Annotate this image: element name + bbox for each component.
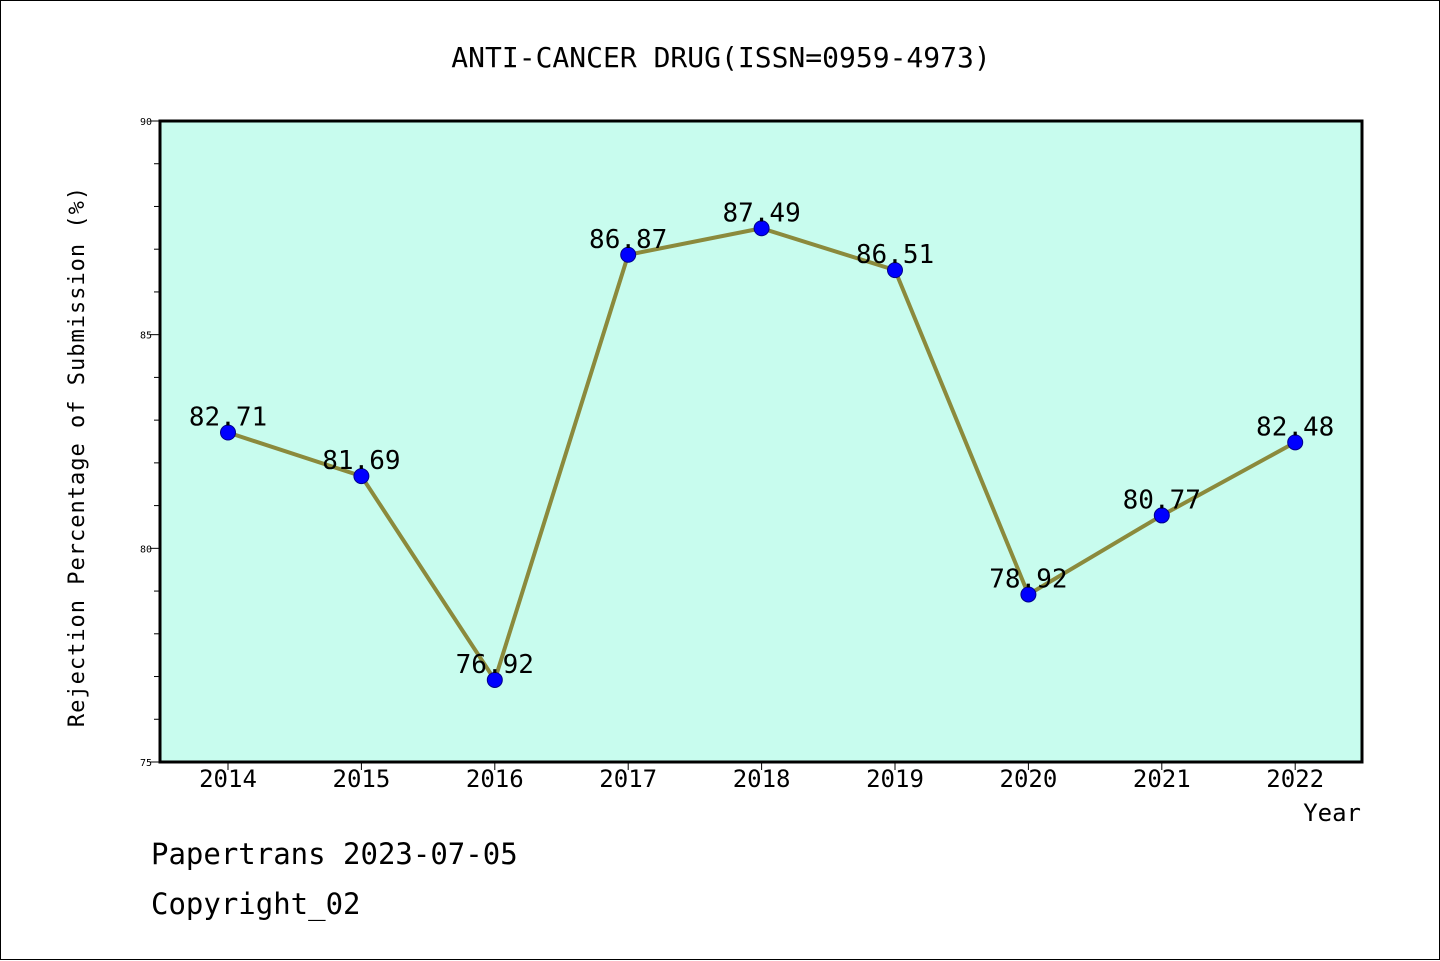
footer-date: Papertrans 2023-07-05 xyxy=(151,837,518,871)
data-label-2019: 86.51 xyxy=(856,240,934,270)
data-label-2017: 86.87 xyxy=(589,225,667,255)
data-label-2018: 87.49 xyxy=(722,198,800,228)
data-point-2020 xyxy=(1020,586,1037,603)
data-point-2021 xyxy=(1153,507,1170,524)
data-point-2019 xyxy=(887,262,903,279)
data-point-2016 xyxy=(486,671,503,688)
x-tick-label: 2020 xyxy=(1000,765,1058,793)
x-tick-label: 2021 xyxy=(1133,765,1191,793)
y-tick-label: 75 xyxy=(140,758,152,769)
x-tick-label: 2017 xyxy=(599,765,657,793)
x-tick-label: 2022 xyxy=(1266,765,1324,793)
x-tick-label: 2016 xyxy=(466,765,524,793)
y-tick-label: 80 xyxy=(140,544,152,555)
data-point-2022 xyxy=(1287,434,1304,451)
data-point-2017 xyxy=(620,246,637,263)
y-tick-label: 85 xyxy=(140,331,152,342)
y-tick-label: 90 xyxy=(140,117,152,128)
x-tick-label: 2018 xyxy=(733,765,791,793)
x-tick-label: 2014 xyxy=(199,765,257,793)
data-point-2014 xyxy=(220,424,236,441)
y-axis-ticks: 75 80 85 90 xyxy=(140,117,160,769)
data-point-2015 xyxy=(353,468,370,485)
x-tick-label: 2019 xyxy=(866,765,924,793)
chart-title: ANTI-CANCER DRUG(ISSN=0959-4973) xyxy=(451,41,990,74)
footer-copyright: Copyright_02 xyxy=(151,887,361,921)
data-label-2016: 76.92 xyxy=(456,650,534,680)
data-label-2014: 82.71 xyxy=(189,403,267,433)
data-label-2021: 80.77 xyxy=(1123,485,1201,515)
data-label-2022: 82.48 xyxy=(1256,412,1334,442)
x-tick-label: 2015 xyxy=(333,765,391,793)
data-point-2018 xyxy=(753,220,770,237)
y-axis-label: Rejection Percentage of Submission (%) xyxy=(65,186,90,727)
x-axis-label: Year xyxy=(1303,799,1361,827)
x-axis-ticks: 2014 2015 2016 2017 2018 2019 2020 2021 2022 xyxy=(199,762,1324,793)
data-labels: 82.71 81.69 76.92 86.87 87.49 86.51 78.92 80.77… xyxy=(189,198,1334,680)
data-label-2015: 81.69 xyxy=(322,446,400,476)
data-markers xyxy=(220,220,1304,688)
plot-border xyxy=(158,119,1364,764)
data-label-2020: 78.92 xyxy=(989,564,1067,594)
